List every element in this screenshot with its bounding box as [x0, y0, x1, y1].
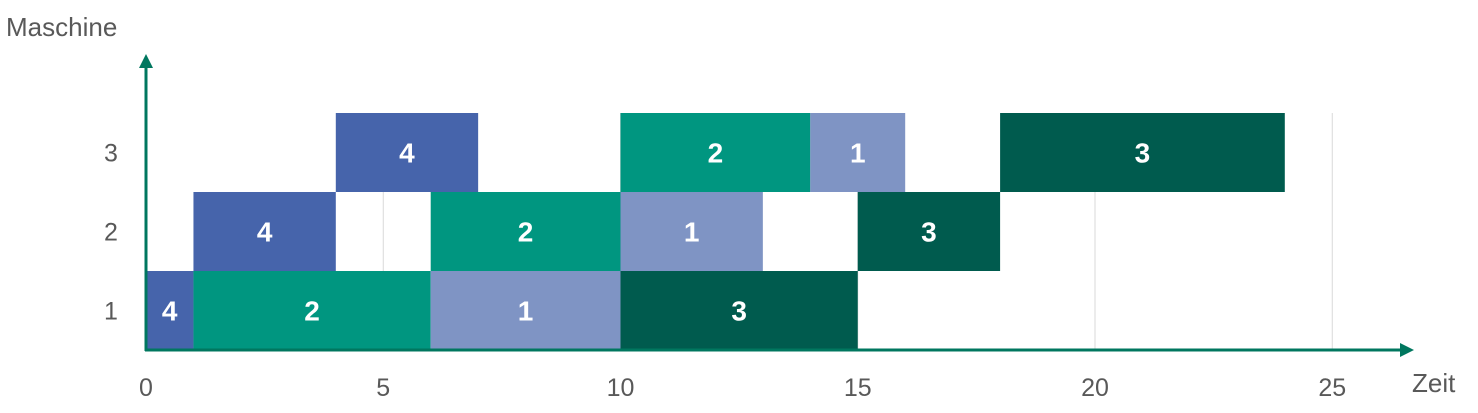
x-axis-title: Zeit: [1412, 368, 1456, 398]
bar-label-machine-2-job-1: 1: [684, 217, 700, 248]
x-tick-label-25: 25: [1318, 374, 1346, 402]
bar-machine-1-job-2: [193, 271, 431, 350]
bar-label-machine-3-job-1: 1: [850, 138, 866, 169]
bar-label-machine-3-job-3: 3: [1135, 138, 1151, 169]
bar-label-machine-1-job-3: 3: [731, 296, 747, 327]
bar-machine-3-job-4: [335, 113, 479, 192]
bar-label-machine-2-job-2: 2: [518, 217, 534, 248]
x-tick-label-10: 10: [607, 374, 635, 402]
bar-machine-3-job-3: [1000, 113, 1285, 192]
bar-label-machine-1-job-4: 4: [162, 296, 178, 327]
bar-machine-3-job-1: [810, 113, 906, 192]
x-tick-label-0: 0: [139, 374, 153, 402]
y-tick-label-3: 3: [104, 140, 118, 168]
y-axis-title: Maschine: [6, 12, 117, 42]
bar-label-machine-3-job-4: 4: [399, 138, 415, 169]
x-tick-label-5: 5: [376, 374, 390, 402]
tick-labels: 0 5 10 15 20 25 1 2 3: [104, 140, 1346, 403]
bar-label-machine-2-job-4: 4: [257, 217, 273, 248]
y-tick-label-2: 2: [104, 219, 118, 247]
bar-label-machine-1-job-2: 2: [304, 296, 320, 327]
y-tick-label-1: 1: [104, 298, 118, 326]
y-axis-arrow-icon: [139, 54, 153, 68]
bar-machine-2-job-3: [857, 192, 1001, 271]
bar-machine-1-job-1: [430, 271, 621, 350]
x-tick-label-15: 15: [844, 374, 872, 402]
bar-machine-2-job-1: [620, 192, 763, 271]
bar-machine-2-job-2: [430, 192, 621, 271]
bar-label-machine-2-job-3: 3: [921, 217, 937, 248]
bar-machine-3-job-2: [620, 113, 811, 192]
x-tick-label-20: 20: [1081, 374, 1109, 402]
axes: [139, 54, 1414, 357]
bar-label-machine-3-job-2: 2: [708, 138, 724, 169]
bar-machine-1-job-4: [146, 271, 194, 350]
bar-machine-2-job-4: [193, 192, 336, 271]
job-bars: 4 2 1 3 4 2 1 3 4 2 1 3: [146, 113, 1285, 350]
x-axis-arrow-icon: [1400, 343, 1414, 357]
bar-label-machine-1-job-1: 1: [518, 296, 534, 327]
bar-machine-1-job-3: [620, 271, 858, 350]
